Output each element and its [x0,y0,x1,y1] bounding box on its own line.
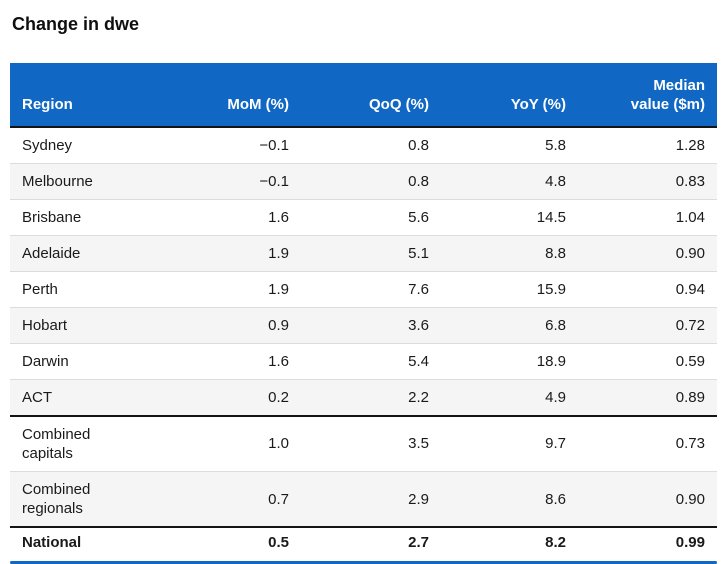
cell-mom: −0.1 [259,136,289,154]
table-row: Hobart 0.9 3.6 6.8 0.72 [10,306,717,344]
cell-yoy: 6.8 [441,306,578,344]
cell-yoy: 15.9 [441,270,578,308]
dwelling-values-table: Region MoM (%) QoQ (%) YoY (%) Median va… [10,62,717,559]
region-label: Perth [22,280,58,298]
cell-region: National [10,526,166,559]
cell-region: Hobart [10,306,166,344]
cell-mom: 0.2 [166,378,301,416]
table-row: Darwin 1.6 5.4 18.9 0.59 [10,342,717,380]
cell-median: 0.90 [578,471,717,528]
region-label: Sydney [22,136,73,154]
cell-mom: 0.9 [166,306,301,344]
cell-mom: 1.0 [166,414,301,472]
cell-qoq: 2.2 [301,378,441,416]
cell-qoq: 2.7 [301,526,441,559]
column-header-qoq-label: QoQ (%) [369,95,429,113]
cell-mom: 1.9 [166,270,301,308]
cell-region: Perth [10,270,166,308]
cell-yoy: 4.9 [441,378,578,416]
cell-median: 0.90 [578,234,717,272]
cell-mom: 1.6 [166,198,301,236]
cell-median: 0.73 [578,414,717,472]
cell-qoq: 3.5 [301,414,441,472]
cell-median: 0.83 [578,162,717,200]
cell-region: Combined capitals [10,414,166,472]
table-body: Sydney −0.1 0.8 5.8 1.28 Melbourne −0.1 0.8 4.8 0… [10,127,717,559]
cell-region: Combined regionals [10,471,166,528]
cell-yoy: 18.9 [441,342,578,380]
table-container: Region MoM (%) QoQ (%) YoY (%) Median va… [10,62,717,564]
page-title: Change in dwe [12,14,140,34]
column-header-mom-label: MoM (%) [227,95,289,113]
table-header: Region MoM (%) QoQ (%) YoY (%) Median va… [10,62,717,128]
cell-region: Adelaide [10,234,166,272]
table-row: ACT 0.2 2.2 4.9 0.89 [10,378,717,416]
region-label: Adelaide [22,244,81,262]
cell-median: 1.28 [675,136,705,154]
table-row: Combined regionals 0.7 2.9 8.6 0.90 [10,471,717,528]
region-label: Hobart [22,316,68,334]
region-label: Combined regionals [22,481,91,518]
cell-median: 0.89 [578,378,717,416]
table-row: Perth 1.9 7.6 15.9 0.94 [10,270,717,308]
column-header-median: Median value ($m) [578,62,717,128]
region-label: National [22,534,82,552]
cell-region: Sydney [10,127,166,164]
cell-yoy: 8.6 [441,471,578,528]
cell-yoy: 14.5 [441,198,578,236]
region-label: Darwin [22,352,69,370]
cell-yoy: 4.8 [441,162,578,200]
cell-median: 0.94 [578,270,717,308]
cell-region: Brisbane [10,198,166,236]
cell-qoq: 7.6 [301,270,441,308]
region-label: ACT [22,388,52,406]
cell-yoy: 5.8 [545,136,566,154]
cell-mom: 0.5 [166,526,301,559]
region-label: Brisbane [22,208,82,226]
region-label: Melbourne [22,172,93,190]
cell-qoq: 0.8 [408,136,429,154]
table-row: Sydney −0.1 0.8 5.8 1.28 [10,127,717,164]
cell-median: 1.04 [578,198,717,236]
cell-qoq: 5.4 [301,342,441,380]
cell-mom: 1.6 [166,342,301,380]
cell-qoq: 2.9 [301,471,441,528]
column-header-region: Region [10,62,166,128]
header-row: Region MoM (%) QoQ (%) YoY (%) Median va… [10,62,717,128]
cell-region: Melbourne [10,162,166,200]
cell-region: Darwin [10,342,166,380]
table-row: Melbourne −0.1 0.8 4.8 0.83 [10,162,717,200]
region-label: Combined capitals [22,425,91,463]
table-row: Combined capitals 1.0 3.5 9.7 0.73 [10,414,717,472]
column-header-median-label: Median value ($m) [630,77,705,113]
cell-mom: 1.9 [166,234,301,272]
cell-median: 0.99 [578,526,717,559]
table-row: Brisbane 1.6 5.6 14.5 1.04 [10,198,717,236]
cell-mom: 0.7 [166,471,301,528]
cell-qoq: 0.8 [301,162,441,200]
cell-median: 0.59 [578,342,717,380]
column-header-yoy-label: YoY (%) [510,95,566,113]
cell-region: ACT [10,378,166,416]
column-header-region-label: Region [22,95,73,113]
cell-mom: −0.1 [166,162,301,200]
cell-qoq: 5.1 [301,234,441,272]
cell-qoq: 5.6 [301,198,441,236]
cell-yoy: 9.7 [441,414,578,472]
table-row: National 0.5 2.7 8.2 0.99 [10,526,717,559]
column-header-yoy: YoY (%) [441,62,578,128]
cell-qoq: 3.6 [301,306,441,344]
cell-median: 0.72 [578,306,717,344]
column-header-mom: MoM (%) [166,62,301,128]
cell-yoy: 8.8 [441,234,578,272]
column-header-qoq: QoQ (%) [301,62,441,128]
cell-yoy: 8.2 [441,526,578,559]
table-row: Adelaide 1.9 5.1 8.8 0.90 [10,234,717,272]
